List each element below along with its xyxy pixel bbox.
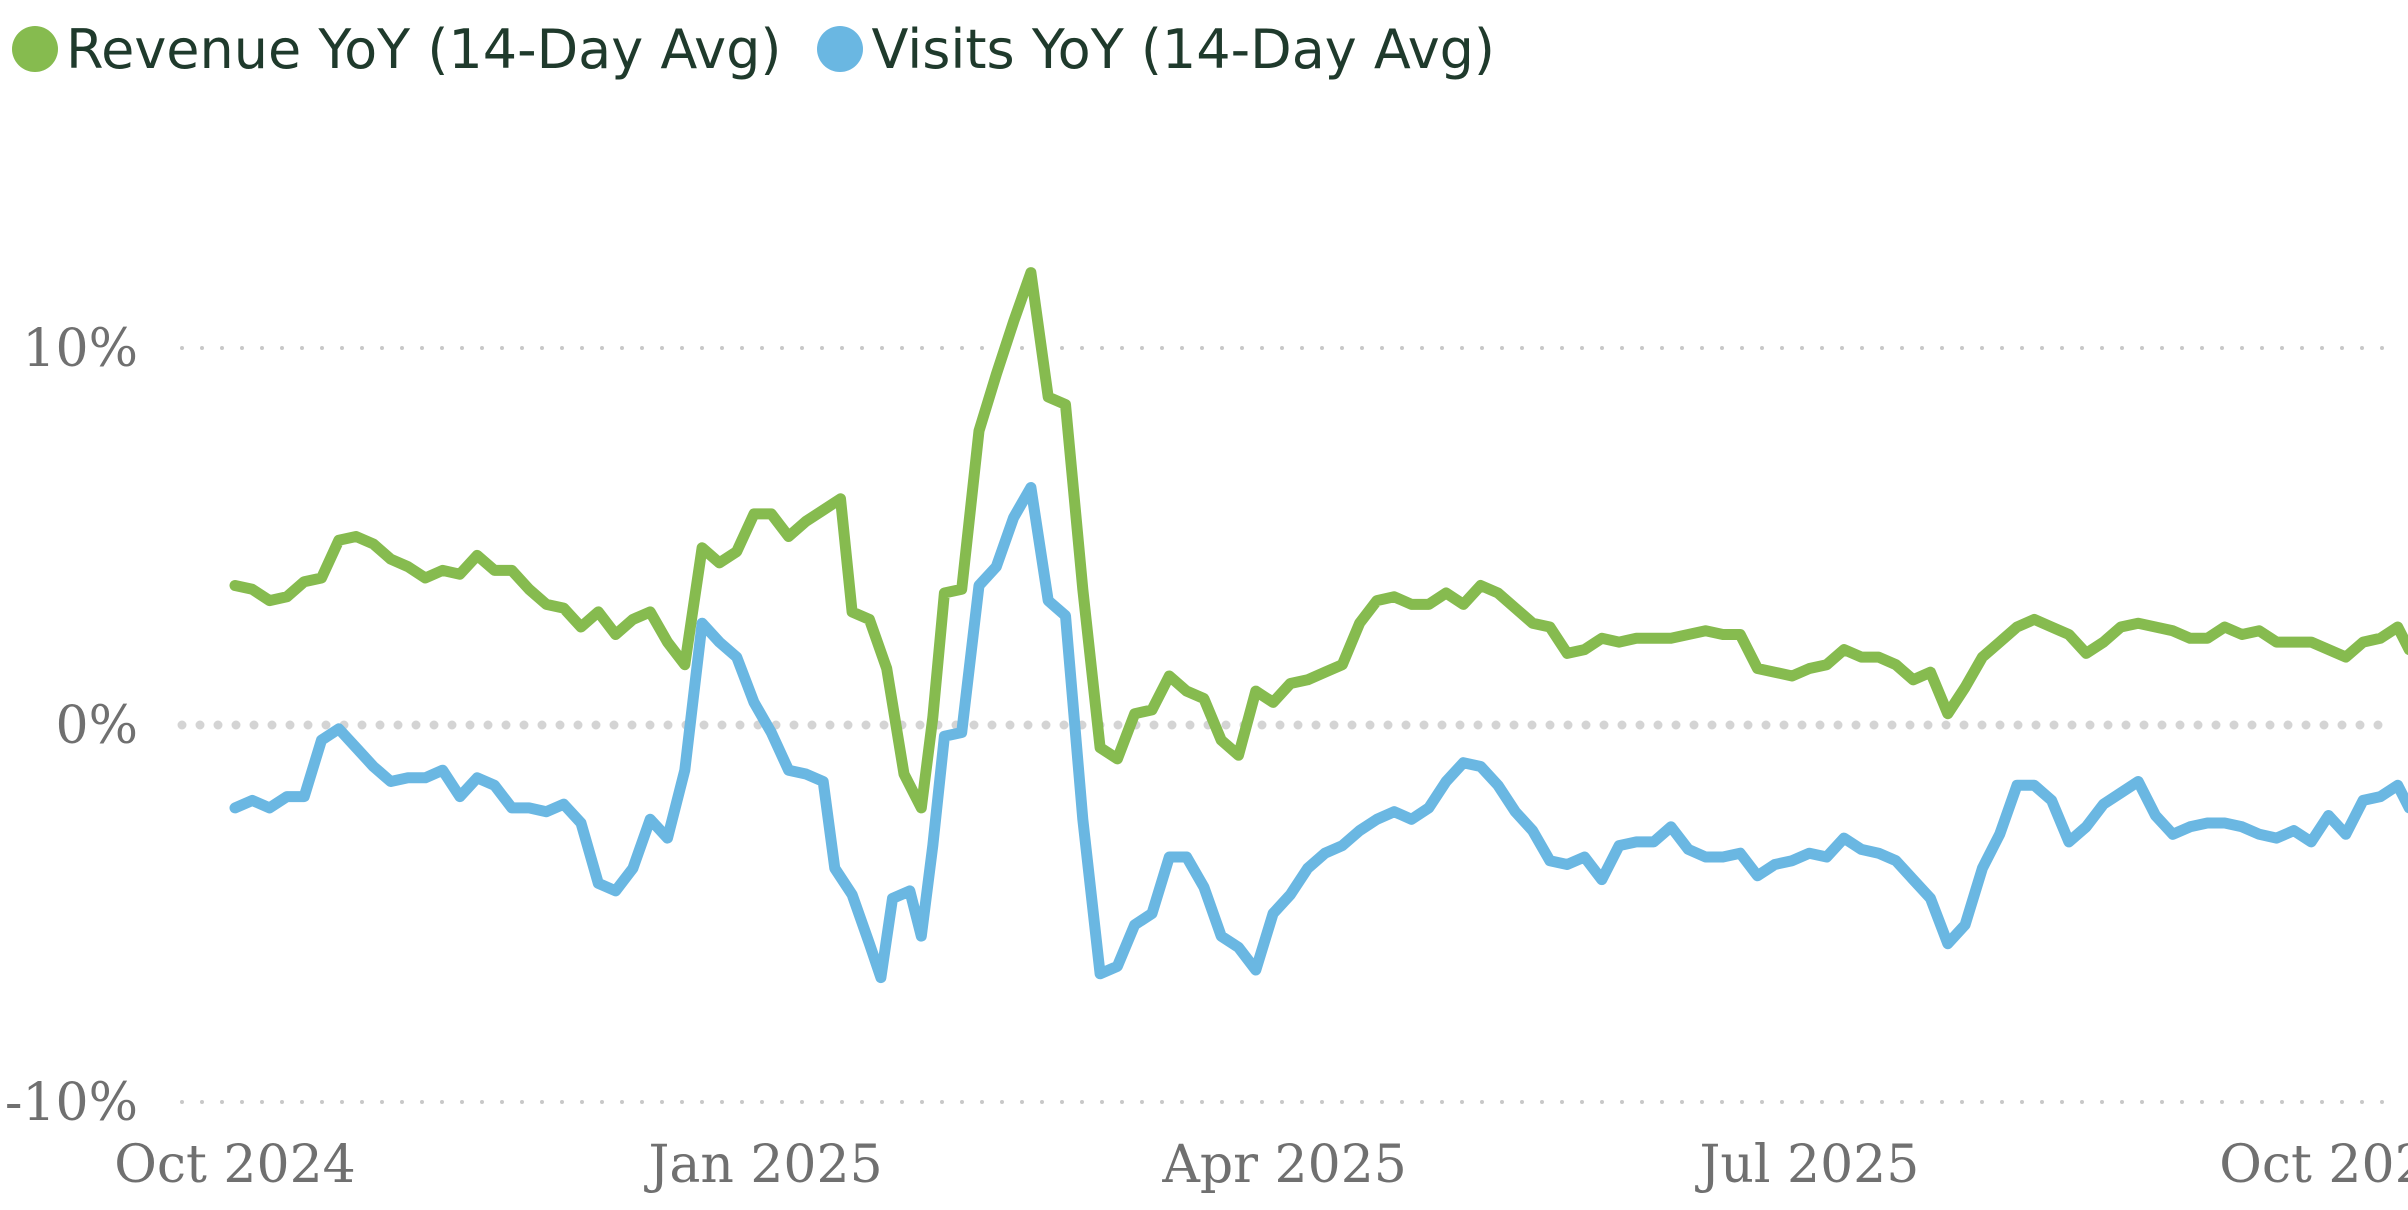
y-tick-label: 10% bbox=[22, 319, 138, 379]
legend-label-revenue: Revenue YoY (14-Day Avg) bbox=[66, 17, 782, 81]
series-line-revenue[interactable] bbox=[229, 267, 2408, 814]
x-tick-label: Oct 2024 bbox=[114, 1135, 356, 1195]
x-tick-label: Apr 2025 bbox=[1161, 1135, 1407, 1195]
y-tick-label: 0% bbox=[56, 696, 139, 756]
series-line-visits[interactable] bbox=[229, 482, 2408, 984]
visits-legend-marker bbox=[817, 26, 864, 72]
legend-item-revenue[interactable]: Revenue YoY (14-Day Avg) bbox=[12, 18, 781, 81]
chart-legend: Revenue YoY (14-Day Avg) Visits YoY (14-… bbox=[12, 14, 1495, 84]
series-lines bbox=[229, 267, 2408, 984]
x-tick-label: Oct 2025 bbox=[2219, 1135, 2408, 1195]
revenue-legend-marker bbox=[12, 26, 58, 72]
legend-label-visits: Visits YoY (14-Day Avg) bbox=[871, 17, 1495, 81]
x-axis-ticks: Oct 2024 Jan 2025 Apr 2025 Jul 2025 Oct 2025 bbox=[114, 1135, 2408, 1195]
grid-lines bbox=[177, 346, 2390, 1104]
x-tick-label: Jan 2025 bbox=[643, 1135, 882, 1195]
x-tick-label: Jul 2025 bbox=[1695, 1135, 1920, 1195]
legend-item-visits[interactable]: Visits YoY (14-Day Avg) bbox=[817, 18, 1495, 81]
y-tick-label: -10% bbox=[5, 1073, 138, 1133]
y-axis-ticks: 10% 0% -10% bbox=[5, 319, 138, 1133]
